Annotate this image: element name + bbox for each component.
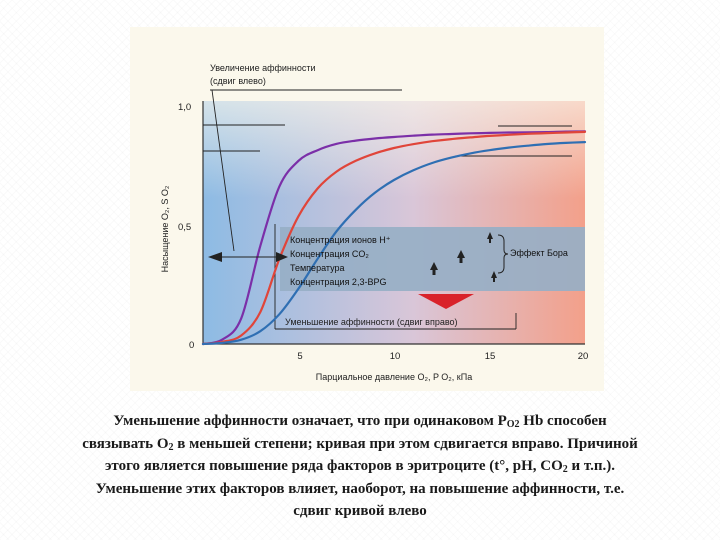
- bohr-brace: [497, 234, 509, 274]
- series-line-1: [201, 130, 587, 346]
- y-tick-label: 0,5: [178, 222, 191, 233]
- bohr-effect-label: Эффект Бора: [510, 248, 568, 258]
- slide-caption: Уменьшение аффинности означает, что при …: [18, 410, 702, 523]
- caption-text: в меньшей степени; кривая при этом сдвиг…: [173, 435, 638, 452]
- factor-arrow-up: [491, 271, 497, 282]
- caption-line: сдвиг кривой влево: [18, 500, 702, 523]
- left-shift-subtitle: (сдвиг влево): [210, 76, 266, 86]
- caption-text: сдвиг кривой влево: [293, 503, 427, 519]
- factor-arrow-up: [430, 262, 438, 275]
- x-axis-title: Парциальное давление O₂, P O₂, кПа: [316, 372, 472, 382]
- caption-text: Уменьшение этих факторов влияет, наоборо…: [95, 480, 625, 497]
- caption-line: связывать O2 в меньшей степени; кривая п…: [18, 433, 702, 456]
- series-line-3: [201, 141, 587, 346]
- reference-lines: [203, 89, 572, 330]
- arrow-head: [208, 252, 222, 262]
- y-axis-title: Насыщение O₂, S O₂: [160, 185, 170, 272]
- oxygen-dissociation-figure: 1,0 0,5 0 5 10 15 20 Парциальное давлени…: [130, 27, 604, 391]
- factor-label-co2: Концентрация CO₂: [290, 249, 369, 259]
- left-shift-title: Увеличение аффинности: [210, 63, 316, 73]
- caption-subscript: 2: [562, 464, 568, 475]
- right-shift-label: Уменьшение аффинности (сдвиг вправо): [285, 317, 458, 327]
- right-shift-arrow: [250, 252, 288, 262]
- caption-subscript: O2: [506, 419, 520, 430]
- y-tick-label: 1,0: [178, 102, 191, 113]
- x-tick-label: 5: [297, 351, 302, 362]
- x-tick-label: 10: [390, 351, 401, 362]
- origin-label: 0: [189, 340, 194, 351]
- caption-text: этого является повышение ряда факторов в…: [104, 458, 563, 474]
- arrow-head: [276, 252, 288, 262]
- caption-text: Hb способен: [519, 413, 607, 429]
- caption-text: Уменьшение аффинности означает, что при …: [113, 413, 507, 429]
- bohr-effect-marker: [418, 294, 474, 309]
- caption-text: связывать O: [82, 435, 169, 452]
- oxygen-dissociation-chart: 1,0 0,5 0 5 10 15 20 Парциальное давлени…: [160, 63, 589, 382]
- series-layer: [201, 130, 587, 346]
- factor-arrow-up: [487, 232, 493, 243]
- factor-label-bpg: Концентрация 2,3-BPG: [290, 277, 386, 287]
- caption-line: Уменьшение аффинности означает, что при …: [18, 410, 702, 433]
- factor-up-arrows: [430, 232, 497, 282]
- caption-line: этого является повышение ряда факторов в…: [18, 455, 702, 478]
- caption-text: и т.п.).: [567, 458, 616, 474]
- caption-subscript: 2: [168, 441, 174, 453]
- factor-label-h-ions: Концентрация ионов H⁺: [290, 235, 391, 245]
- x-tick-label: 15: [485, 351, 496, 362]
- caption-line: Уменьшение этих факторов влияет, наоборо…: [18, 478, 702, 501]
- x-tick-label: 20: [578, 351, 589, 362]
- series-line-2: [201, 130, 587, 346]
- factor-label-temperature: Температура: [290, 263, 345, 273]
- factor-arrow-up: [457, 250, 465, 263]
- ref-line: [211, 89, 235, 252]
